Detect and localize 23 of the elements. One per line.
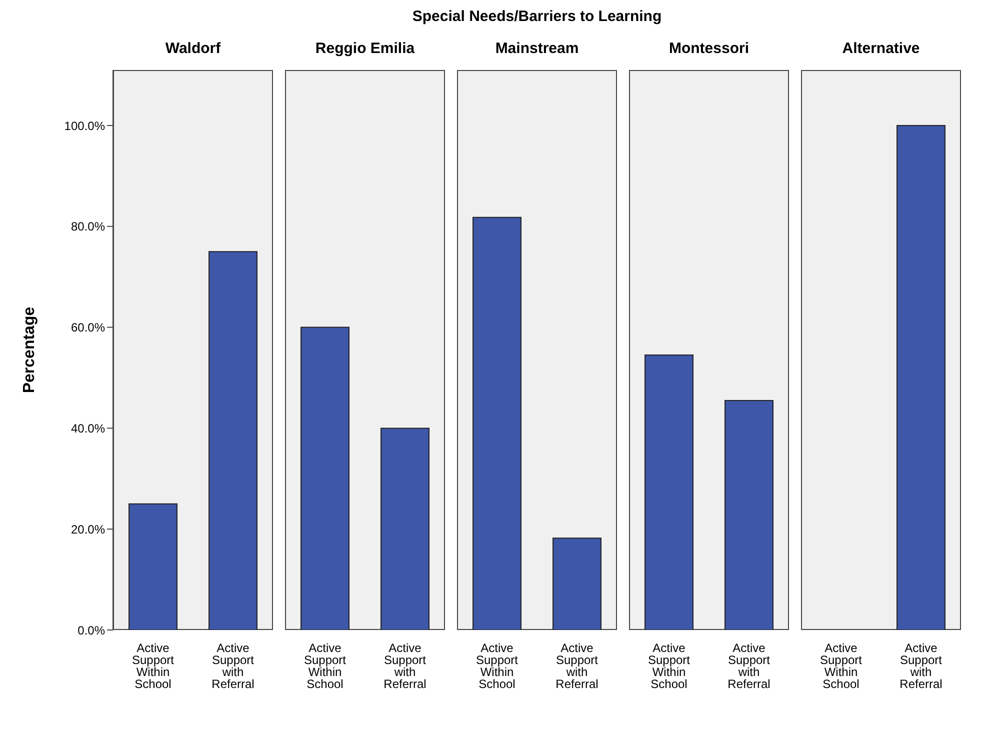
y-tick-label: 100.0% xyxy=(64,118,106,133)
x-tick-label: Active Support Within School xyxy=(820,641,863,691)
chart-subtitle: Reggio Emilia xyxy=(314,40,416,57)
chart-subtitle: Mainstream xyxy=(494,40,580,57)
y-tick-label: 40.0% xyxy=(70,421,106,436)
chart-subtitle: Alternative xyxy=(841,40,921,57)
x-tick-label: Active Support Within School xyxy=(132,641,175,691)
x-tick-label: Active Support with Referral xyxy=(384,641,427,691)
chart-subtitle: Montessori xyxy=(668,40,750,57)
x-tick-label: Active Support Within School xyxy=(304,641,347,691)
x-tick-label: Active Support with Referral xyxy=(556,641,599,691)
x-tick-label: Active Support Within School xyxy=(476,641,519,691)
y-tick-label: 0.0% xyxy=(78,623,106,638)
y-tick-label: 80.0% xyxy=(70,220,106,234)
x-tick-label: Active Support Within School xyxy=(648,641,691,691)
chart-subtitle: Waldorf xyxy=(164,40,222,57)
y-tick-label: 20.0% xyxy=(70,522,106,536)
x-tick-label: Active Support with Referral xyxy=(728,641,771,691)
chart-title: Special Needs/Barriers to Learning xyxy=(412,8,662,25)
y-tick-label: 60.0% xyxy=(70,320,106,335)
x-tick-label: Active Support with Referral xyxy=(900,641,943,691)
y-axis-title: Percentage xyxy=(21,306,39,394)
x-tick-label: Active Support with Referral xyxy=(212,641,255,691)
